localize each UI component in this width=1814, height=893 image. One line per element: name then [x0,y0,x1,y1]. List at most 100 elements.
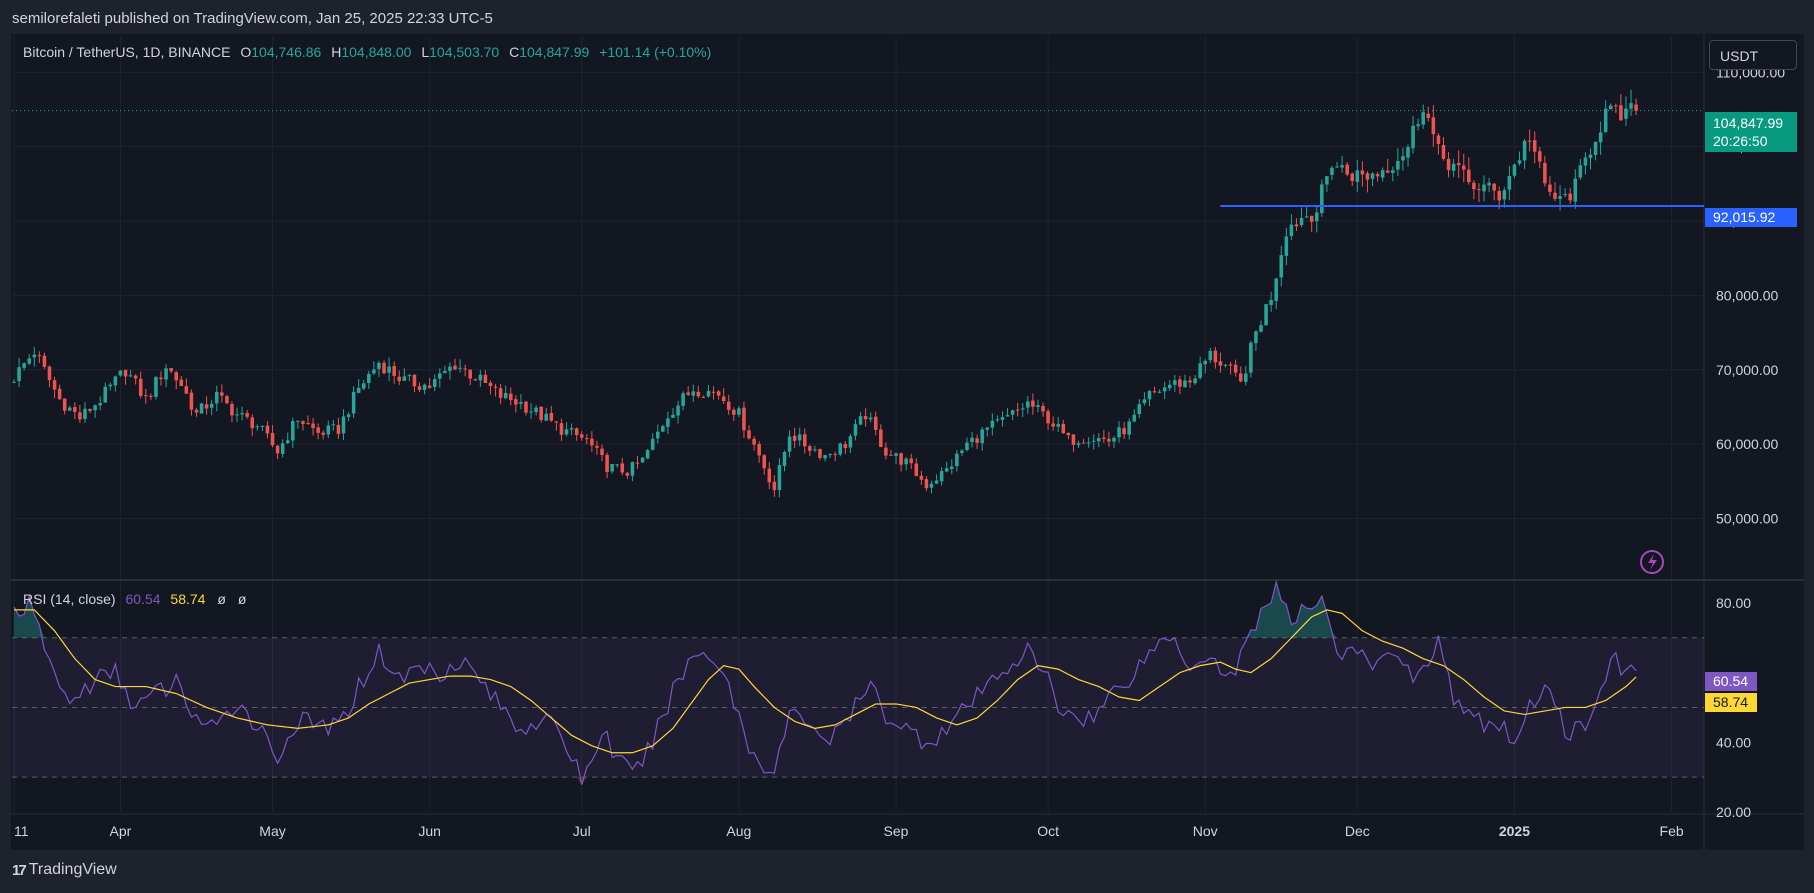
rsi-title[interactable]: RSI (14, close) [23,591,116,607]
candle-body [1558,196,1562,199]
candle-body [1157,391,1162,393]
candle-body [848,436,853,448]
candle-body [1208,350,1213,361]
candle-body [174,372,178,381]
candle-body [904,458,908,465]
candle-body [280,443,285,454]
candle-body [585,438,589,440]
candle-body [1441,145,1446,159]
candle-body [432,379,437,388]
candle-body [377,362,381,369]
candle-body [671,414,675,418]
candle-body [1274,278,1278,301]
candle-body [1233,364,1238,373]
candle-body [260,425,265,427]
candle-body [27,358,31,364]
candle-body [579,434,584,438]
candle-body [1411,125,1415,149]
candle-body [924,479,929,489]
candle-body [1000,417,1005,420]
candle-body [711,391,716,393]
candle-body [321,432,325,435]
candle-body [559,423,564,435]
rsi-overbought-fill [14,582,1637,638]
candle-body [686,392,690,395]
candle-body [88,408,92,411]
candle-body [1350,173,1355,181]
candle-body [1385,170,1390,173]
symbol-legend: Bitcoin / TetherUS, 1D, BINANCE O104,746… [23,44,711,60]
horizontal-line-price-tag: 92,015.92 [1705,208,1797,227]
candle-body [1076,443,1081,445]
candle-body [1340,165,1344,168]
candle-body [1264,304,1268,326]
candle-body [929,483,934,488]
candle-body [184,386,189,394]
candle-body [1173,380,1177,385]
candle-body [138,378,143,396]
tradingview-logo-text: TradingView [28,861,117,878]
candle-body [240,413,244,415]
candle-body [1624,108,1628,119]
candle-body [351,391,356,414]
candle-body [296,420,300,422]
candle-body [1244,373,1248,382]
candle-body [701,396,706,398]
candle-body [625,472,630,476]
candle-body [1401,156,1405,161]
candle-body [412,374,417,387]
candle-body [605,454,609,473]
candle-body [757,444,761,456]
candle-body [478,374,483,381]
chart-frame[interactable] [11,34,1804,850]
candle-body [818,449,822,458]
candle-body [361,383,366,389]
candle-body [1097,438,1101,442]
lightning-icon[interactable] [1640,550,1664,574]
candle-body [255,426,260,428]
candle-body [1391,170,1395,173]
candle-body [473,379,478,381]
candle-body [144,395,148,397]
candle-body [726,401,731,410]
symbol-name[interactable]: Bitcoin / TetherUS, 1D, BINANCE [23,44,231,60]
rsi-ma-tag: 58.74 [1705,693,1757,712]
candle-body [164,368,168,380]
candle-body [853,424,858,436]
candle-body [235,414,239,416]
candle-body [762,455,766,469]
candle-body [1178,379,1182,387]
candle-body [529,411,533,413]
candle-body [539,406,543,420]
tradingview-logo[interactable]: 17 TradingView [12,861,117,879]
candle-body [691,391,696,396]
candle-body [944,468,949,472]
candle-body [57,388,62,400]
candle-body [417,386,422,390]
candle-body [1304,216,1309,218]
candle-body [716,391,721,396]
candle-body [767,468,772,483]
candle-body [78,412,82,420]
candle-body [1532,140,1537,152]
candle-body [265,425,270,434]
candle-body [128,375,133,377]
currency-button[interactable]: USDT [1709,40,1797,70]
candle-body [1081,442,1086,444]
candle-body [574,428,579,435]
candle-body [787,436,792,452]
candle-body [12,381,16,383]
candle-body [1132,414,1137,422]
high-value: 104,848.00 [341,44,412,60]
candle-body [1071,434,1076,445]
low-value: 104,503.70 [429,44,500,60]
candle-body [311,423,315,429]
candle-body [590,438,594,446]
candle-body [843,444,848,449]
candle-body [797,434,802,441]
candle-body [336,424,341,434]
candle-body [1309,215,1314,222]
candle-body [823,455,827,459]
candle-body [113,376,118,386]
